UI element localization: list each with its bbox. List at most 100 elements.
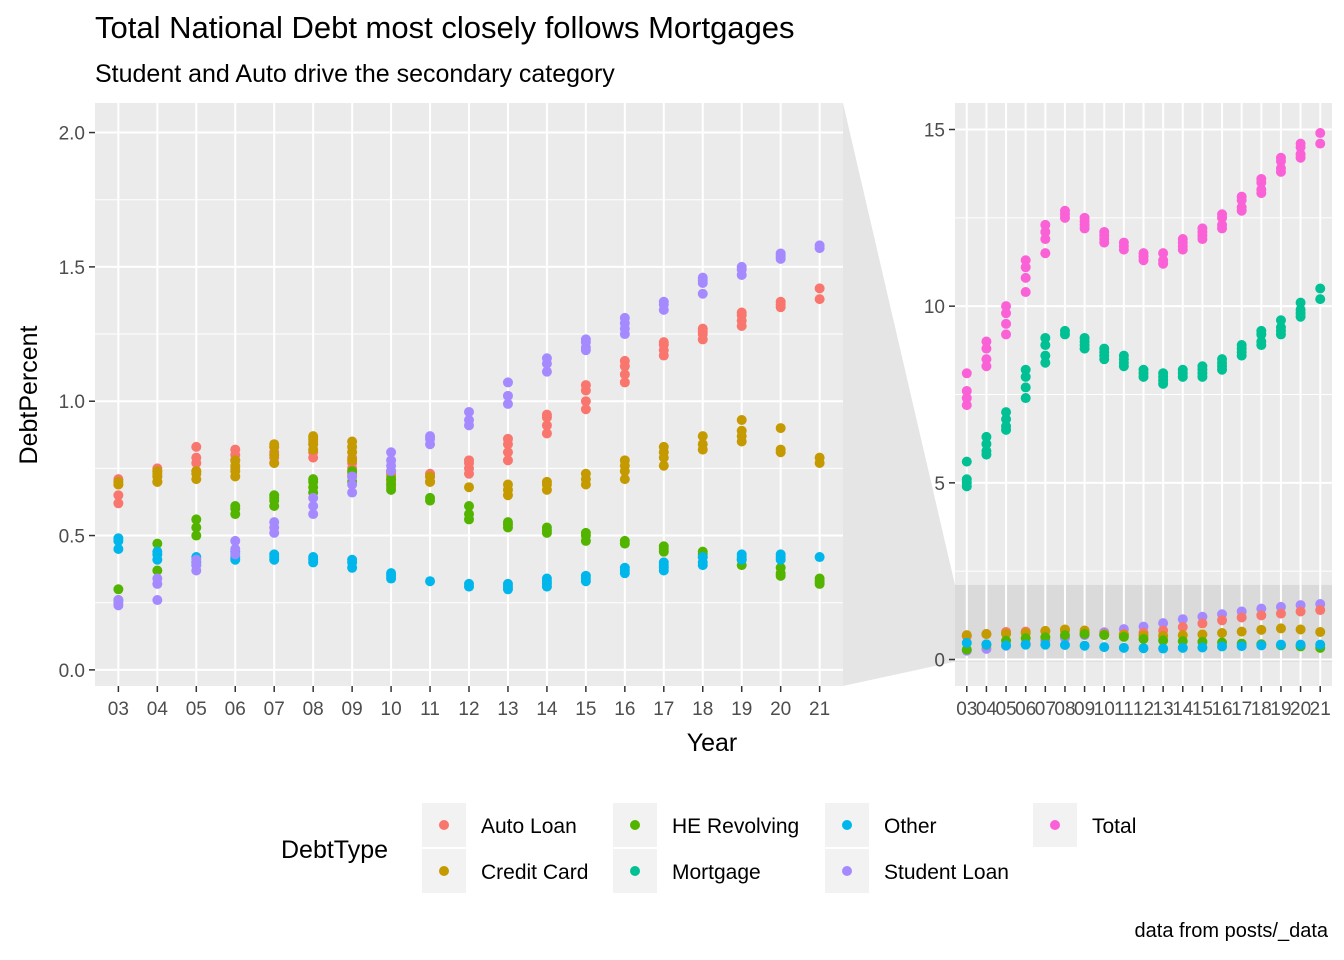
data-point: [1177, 614, 1188, 625]
data-point: [961, 637, 972, 648]
data-point: [1295, 304, 1306, 315]
data-point: [1236, 626, 1247, 637]
data-point: [1315, 138, 1326, 149]
data-point: [775, 444, 786, 455]
data-point: [347, 554, 358, 565]
data-point: [619, 535, 630, 546]
data-point: [425, 576, 436, 587]
data-point: [1217, 641, 1228, 652]
data-point: [1001, 414, 1012, 425]
data-point: [1020, 272, 1031, 283]
main-x-tick-label: 09: [342, 699, 363, 720]
data-point: [1020, 262, 1031, 273]
data-point: [1001, 308, 1012, 319]
legend-label: Credit Card: [481, 861, 588, 884]
legend-swatch: [439, 820, 449, 830]
zoom-y-tick-label: 15: [924, 121, 945, 142]
data-point: [1275, 623, 1286, 634]
data-point: [541, 409, 552, 420]
zoom-x-tick-label: 20: [1290, 699, 1311, 720]
data-point: [736, 415, 747, 426]
data-point: [697, 323, 708, 334]
data-point: [736, 261, 747, 272]
data-point: [961, 456, 972, 467]
data-point: [1236, 612, 1247, 623]
data-point: [230, 500, 241, 511]
data-point: [775, 296, 786, 307]
main-x-tick-label: 20: [770, 699, 791, 720]
legend-item-mortgage: Mortgage: [613, 849, 761, 893]
main-y-tick-label: 2.0: [59, 124, 85, 145]
data-point: [775, 248, 786, 259]
data-point: [541, 428, 552, 439]
data-point: [619, 377, 630, 388]
data-point: [191, 466, 202, 477]
zoom-y-tick-label: 10: [924, 297, 945, 318]
data-point: [230, 455, 241, 466]
data-point: [1315, 605, 1326, 616]
data-point: [981, 354, 992, 365]
data-point: [1295, 149, 1306, 160]
data-point: [1040, 350, 1051, 361]
data-point: [541, 522, 552, 533]
data-point: [152, 538, 163, 549]
legend-swatch: [439, 866, 449, 876]
data-point: [1315, 294, 1326, 305]
data-point: [464, 578, 474, 589]
data-point: [981, 361, 992, 372]
data-point: [1079, 640, 1090, 651]
main-x-tick-label: 03: [108, 699, 129, 720]
legend-item-student-loan: Student Loan: [825, 849, 1009, 893]
data-point: [981, 336, 992, 347]
data-point: [658, 460, 669, 471]
data-point: [308, 552, 319, 563]
data-point: [1295, 297, 1306, 308]
data-point: [1256, 610, 1267, 621]
data-point: [113, 490, 124, 501]
data-point: [152, 546, 163, 557]
data-point: [1138, 364, 1149, 375]
zoom-x-tick-label: 04: [976, 699, 998, 720]
data-point: [1315, 639, 1326, 650]
data-point: [1079, 212, 1090, 223]
data-point: [1158, 635, 1169, 646]
data-point: [697, 552, 708, 563]
data-point: [1040, 234, 1051, 245]
data-point: [1099, 630, 1110, 641]
zoom-connector-shape: [843, 103, 955, 686]
caption: data from posts/_data: [1134, 920, 1328, 942]
zoom-x-tick-label: 12: [1133, 699, 1154, 720]
data-point: [1315, 128, 1326, 139]
data-point: [1020, 287, 1031, 298]
data-point: [1177, 364, 1188, 375]
data-point: [269, 490, 280, 501]
data-point: [1020, 382, 1031, 393]
zoom-x-tick-label: 17: [1231, 699, 1252, 720]
data-point: [1177, 642, 1188, 653]
data-point: [981, 639, 992, 650]
zoom-y-tick-label: 0: [934, 651, 945, 672]
legend-swatch: [1050, 820, 1060, 830]
data-point: [347, 436, 358, 447]
data-point: [541, 476, 552, 487]
data-point: [464, 406, 474, 417]
main-x-tick-label: 10: [381, 699, 402, 720]
data-point: [619, 369, 630, 380]
data-point: [425, 471, 436, 482]
data-point: [1236, 641, 1247, 652]
legend: DebtType Auto Loan Credit Card HE Revolvin…: [281, 803, 1136, 893]
legend-item-total: Total: [1033, 803, 1136, 847]
data-point: [502, 447, 513, 458]
data-point: [981, 343, 992, 354]
data-point: [619, 312, 630, 323]
data-point: [619, 474, 630, 485]
data-point: [658, 441, 669, 452]
data-point: [619, 455, 630, 466]
data-point: [1020, 639, 1031, 650]
data-point: [464, 415, 474, 426]
data-point: [386, 447, 397, 458]
data-point: [961, 393, 972, 404]
data-point: [1099, 642, 1110, 653]
data-point: [1197, 629, 1208, 640]
data-point: [1138, 248, 1149, 259]
